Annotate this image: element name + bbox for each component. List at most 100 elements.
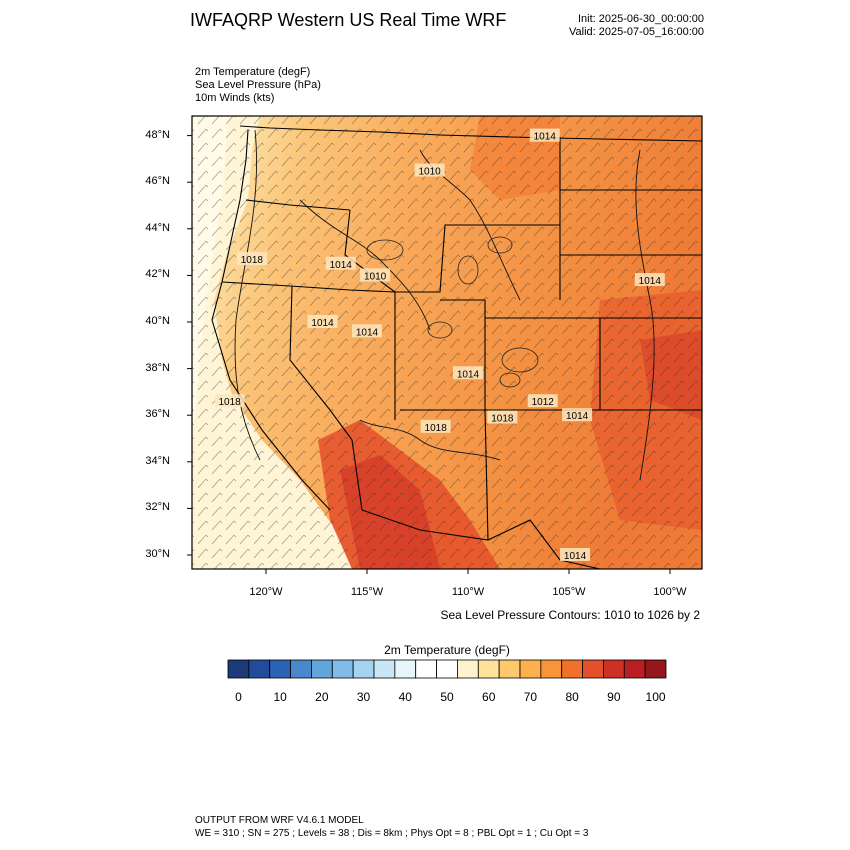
colorbar-label: 90	[607, 690, 621, 704]
colorbar-swatch	[394, 659, 417, 679]
colorbar-title: 2m Temperature (degF)	[384, 643, 510, 657]
wa-or-border	[245, 199, 351, 211]
terrain-contour	[366, 239, 404, 261]
colorbar-label: 10	[273, 690, 287, 704]
pressure-label-text: 1014	[564, 551, 587, 562]
colorbar-swatch	[415, 659, 437, 679]
colorbar-label: 0	[235, 690, 242, 704]
colorbar-label: 60	[482, 690, 496, 704]
terrain-contour	[501, 347, 539, 373]
colorbar-swatch	[290, 659, 312, 679]
colorbar-swatch	[623, 659, 646, 679]
pressure-label: 1014	[634, 273, 665, 287]
isobar-1014-east	[635, 149, 655, 481]
pressure-label: 1014	[325, 256, 356, 271]
pressure-label: 1014	[307, 315, 338, 329]
pressure-label-box	[352, 324, 382, 338]
pressure-label-text: 1018	[491, 414, 514, 425]
valid-time: Valid: 2025-07-05_16:00:00	[569, 26, 704, 38]
pressure-label-text: 1010	[364, 271, 387, 282]
colorbar-swatch	[519, 659, 542, 679]
isobar-1018	[234, 129, 261, 461]
pressure-label-layer: 1014 1010 1018 1014 1010 1014 1014 1014 1014 1012…	[214, 128, 665, 562]
model-info-line2: WE = 310 ; SN = 275 ; Levels = 38 ; Dis …	[195, 828, 589, 839]
colorbar-swatch	[331, 659, 354, 679]
pressure-label-box	[414, 163, 445, 177]
pressure-label-text: 1014	[534, 132, 557, 143]
pressure-label: 1010	[360, 268, 391, 282]
terrain-contour	[457, 255, 479, 285]
pressure-label: 1018	[420, 419, 451, 434]
colorbar-swatch	[540, 659, 563, 679]
lat-tick-label: 32°N	[145, 501, 170, 514]
colorbar-swatch	[227, 659, 250, 679]
pressure-label-text: 1012	[532, 397, 555, 408]
colorbar-swatch	[477, 659, 500, 679]
lat-tick-label: 38°N	[145, 361, 170, 374]
colorbar-swatch	[457, 659, 479, 679]
isobar-1018-south	[359, 419, 501, 461]
colorbar-swatch	[582, 659, 604, 679]
pressure-label: 1018	[214, 394, 245, 408]
colorbar-label: 80	[565, 690, 579, 704]
lon-ticks	[265, 569, 671, 574]
pressure-label-text: 1018	[241, 255, 264, 266]
pressure-label-text: 1014	[330, 260, 353, 271]
pressure-label-box	[560, 548, 591, 561]
map-field: 1014 1010 1018 1014 1010 1014 1014 1014 1014 1012…	[192, 116, 702, 569]
pressure-label: 1010	[414, 163, 445, 178]
plot-title: IWFAQRP Western US Real Time WRF	[190, 10, 507, 30]
pressure-label: 1014	[560, 548, 591, 562]
map-frame	[191, 115, 703, 570]
pressure-label: 1018	[487, 410, 518, 425]
colorbar-swatch	[373, 659, 396, 679]
pressure-label: 1012	[527, 394, 558, 408]
pressure-label-text: 1014	[639, 276, 662, 287]
pressure-label-box	[529, 128, 560, 142]
pressure-label-box	[562, 408, 593, 422]
pressure-label-text: 1018	[425, 423, 448, 434]
pressure-label-text: 1014	[566, 411, 589, 422]
pressure-label-box	[634, 273, 665, 287]
colorbar-swatch	[561, 659, 583, 679]
colorbar-label: 70	[523, 690, 538, 704]
lon-tick-label: 100°W	[653, 586, 687, 598]
pressure-label-text: 1010	[418, 167, 441, 178]
pressure-label: 1014	[529, 128, 560, 143]
political-borders	[211, 125, 702, 569]
init-time: Init: 2025-06-30_00:00:00	[578, 13, 704, 25]
wind-barbs	[192, 116, 702, 569]
lat-tick-label: 42°N	[145, 268, 170, 281]
lat-tick-label: 36°N	[145, 408, 170, 421]
colorbar-swatch	[644, 659, 667, 679]
colorbar-label: 30	[356, 690, 371, 704]
pressure-label-text: 1014	[311, 318, 334, 329]
ut-wy-border	[395, 224, 560, 293]
terrain-contour	[427, 321, 453, 339]
lon-tick-label: 105°W	[552, 586, 586, 598]
model-info-line1: OUTPUT FROM WRF V4.6.1 MODEL	[195, 815, 364, 826]
mexico-border	[351, 439, 601, 569]
pressure-label-box	[325, 256, 356, 270]
colorbar-label: 50	[440, 690, 454, 704]
ca-nv-border	[289, 285, 353, 441]
terrain-contours	[366, 236, 539, 388]
pressure-label: 1014	[453, 366, 483, 380]
lat-tick-label: 44°N	[145, 221, 170, 234]
az-nm-border	[484, 409, 489, 541]
lat-ticks	[187, 135, 192, 556]
pressure-label-box	[360, 268, 391, 282]
field-label-pressure: Sea Level Pressure (hPa)	[195, 79, 321, 91]
colorbar-label: 40	[398, 690, 412, 704]
lat-tick-label: 48°N	[145, 128, 170, 141]
colorbar	[227, 659, 667, 679]
colorbar-swatch	[603, 659, 625, 679]
pressure-label-box	[527, 394, 558, 408]
colorbar-label: 100	[645, 690, 666, 704]
canada-border	[239, 125, 702, 142]
pressure-label: 1018	[236, 252, 267, 266]
or-ca-border	[221, 281, 396, 293]
colorbar-swatch	[498, 659, 521, 679]
lat-tick-label: 30°N	[145, 548, 170, 560]
